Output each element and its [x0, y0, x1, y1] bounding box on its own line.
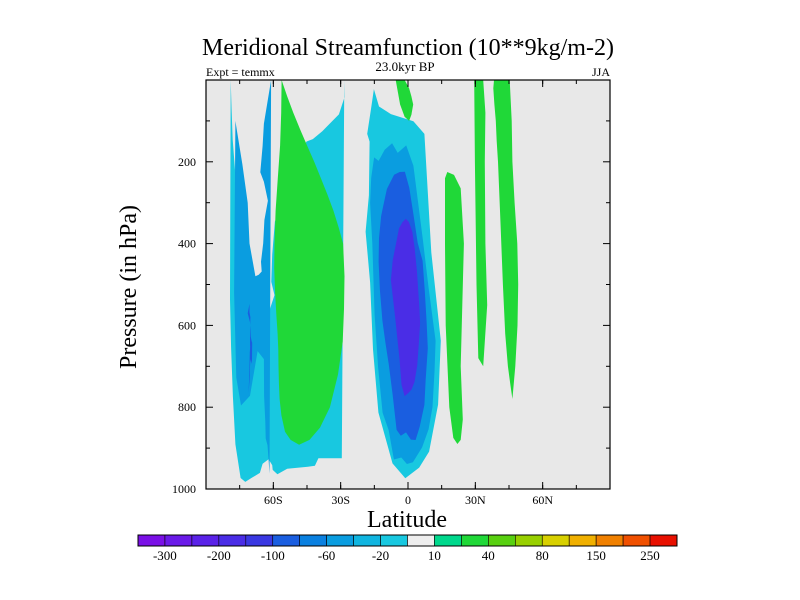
colorbar-label: 250: [640, 548, 660, 563]
chart-title: Meridional Streamfunction (10**9kg/m-2): [202, 35, 614, 61]
x-axis-ticks: 60S 30S 0 30N 60N: [239, 80, 577, 507]
region-sh-cell-mid: [234, 80, 272, 474]
y-tick-label: 600: [178, 318, 196, 332]
colorbar-label: 150: [586, 548, 606, 563]
x-tick-label: 30N: [465, 493, 486, 507]
y-tick-label: 1000: [172, 482, 196, 496]
y-axis-ticks: 200 400 600 800 1000: [172, 120, 610, 496]
region-sh-cell-inner: [247, 303, 253, 393]
left-label: Expt = temmx: [206, 65, 275, 79]
colorbar-swatch: [649, 534, 678, 547]
y-tick-label: 200: [178, 155, 196, 169]
colorbar-swatch: [353, 534, 381, 547]
colorbar-swatch: [568, 534, 597, 547]
colorbar-swatch: [461, 534, 489, 547]
colorbar-swatch: [326, 534, 354, 547]
x-tick-label: 0: [405, 493, 411, 507]
colorbar-label: -200: [207, 548, 231, 563]
contour-regions: [230, 80, 519, 482]
colorbar-swatch: [272, 534, 301, 547]
colorbar-swatch: [245, 534, 274, 547]
colorbar-swatch: [164, 534, 193, 547]
y-tick-label: 400: [178, 237, 196, 251]
colorbar-label: -300: [153, 548, 177, 563]
colorbar-label: 10: [428, 548, 441, 563]
region-sh-positive: [274, 80, 345, 445]
colorbar-frame: [137, 534, 678, 547]
colorbar-swatch: [488, 534, 516, 547]
colorbar-swatch: [514, 534, 543, 547]
colorbar-label: -60: [318, 548, 335, 563]
colorbar-swatch: [191, 534, 220, 547]
colorbar-swatch: [595, 534, 624, 547]
colorbar-label: 80: [536, 548, 549, 563]
region-upper-pos-1: [395, 80, 414, 121]
y-tick-label: 800: [178, 400, 196, 414]
region-nh-pos-1: [445, 172, 464, 444]
right-label: JJA: [592, 65, 610, 79]
x-tick-label: 30S: [331, 493, 350, 507]
colorbar-swatch: [407, 534, 435, 547]
colorbar-swatch: [622, 534, 651, 547]
region-nh-pos-3: [493, 80, 519, 399]
colorbar-swatch: [380, 534, 408, 547]
colorbar: -300 -200 -100 -60 -20 10 40 80 150 250: [137, 534, 678, 563]
x-axis-label: Latitude: [367, 507, 447, 533]
colorbar-swatch: [541, 534, 570, 547]
colorbar-swatch: [218, 534, 247, 547]
y-axis-label: Pressure (in hPa): [116, 205, 142, 369]
colorbar-swatch: [299, 534, 327, 547]
region-nh-pos-2: [474, 80, 488, 367]
colorbar-label: 40: [482, 548, 495, 563]
chart-subtitle: 23.0kyr BP: [375, 59, 434, 74]
region-eq-cell-core: [390, 218, 421, 397]
colorbar-label: -100: [261, 548, 285, 563]
x-tick-label: 60N: [532, 493, 553, 507]
x-tick-label: 60S: [264, 493, 283, 507]
colorbar-label: -20: [372, 548, 389, 563]
colorbar-swatch: [434, 534, 462, 547]
colorbar-swatch: [137, 534, 166, 547]
